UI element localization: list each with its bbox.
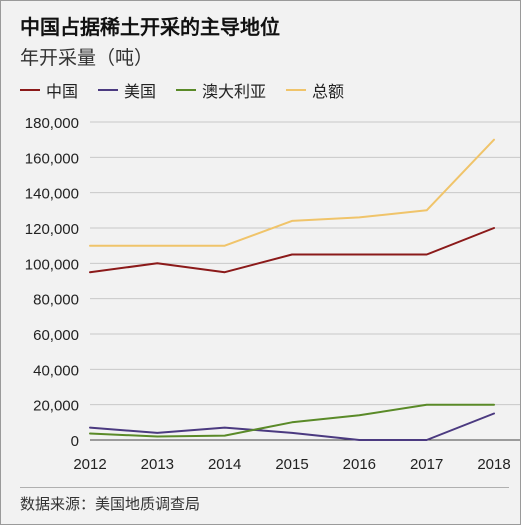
series-china-line — [89, 227, 495, 274]
y-tick-label: 120,000 — [25, 221, 79, 238]
legend-label-china: 中国 — [46, 82, 79, 101]
series-total-line — [89, 138, 495, 247]
x-tick-label: 2018 — [477, 456, 510, 473]
chart-title: 中国占据稀土开采的主导地位 — [20, 15, 280, 39]
y-tick-label: 40,000 — [33, 362, 79, 379]
legend-item-china: 中国 — [20, 78, 78, 102]
source-divider — [20, 487, 509, 488]
legend-swatch-usa — [98, 89, 119, 91]
x-tick-label: 2016 — [343, 456, 376, 473]
legend-item-total: 总额 — [286, 78, 344, 102]
x-tick-label: 2017 — [410, 456, 443, 473]
legend-label-australia: 澳大利亚 — [202, 82, 267, 101]
x-tick-label: 2013 — [141, 456, 174, 473]
series-usa-line — [89, 412, 495, 441]
legend-swatch-china — [20, 89, 40, 91]
y-tick-label: 180,000 — [25, 115, 79, 132]
chart-subtitle: 年开采量（吨） — [20, 47, 154, 69]
x-tick-label: 2015 — [275, 456, 308, 473]
y-tick-label: 20,000 — [33, 398, 79, 415]
legend-swatch-total — [286, 89, 307, 91]
legend: 中国 美国 澳大利亚 总额 — [20, 78, 364, 102]
legend-label-total: 总额 — [312, 82, 345, 101]
y-tick-label: 140,000 — [25, 186, 79, 203]
series-australia-line — [89, 403, 495, 438]
x-tick-label: 2012 — [73, 456, 106, 473]
y-tick-label: 80,000 — [33, 292, 79, 309]
legend-swatch-australia — [176, 89, 197, 91]
legend-label-usa: 美国 — [124, 82, 157, 101]
y-tick-label: 160,000 — [25, 150, 79, 167]
x-tick-label: 2014 — [208, 456, 241, 473]
legend-item-usa: 美国 — [98, 78, 156, 102]
y-tick-label: 0 — [71, 433, 79, 450]
y-tick-label: 60,000 — [33, 327, 79, 344]
legend-item-australia: 澳大利亚 — [176, 78, 266, 102]
line-chart: 0 20,000 40,000 60,000 80,000 100,000 120,000 1… — [25, 115, 520, 473]
source-note: 数据来源：美国地质调查局 — [20, 495, 201, 513]
y-tick-label: 100,000 — [25, 256, 79, 273]
